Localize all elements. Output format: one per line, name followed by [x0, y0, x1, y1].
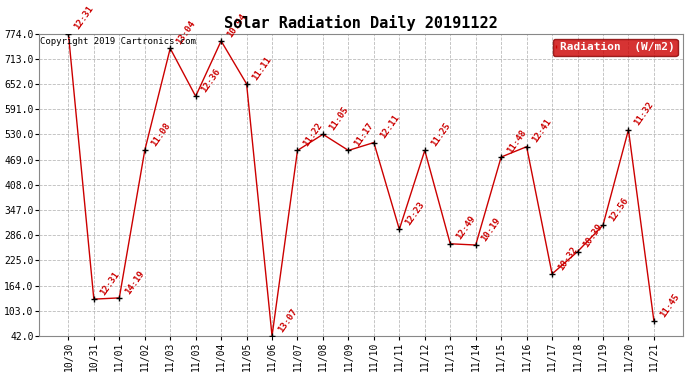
Text: 12:41: 12:41 [531, 117, 553, 144]
Text: 12:23: 12:23 [404, 200, 426, 227]
Text: 11:17: 11:17 [353, 121, 375, 148]
Text: 12:49: 12:49 [455, 214, 477, 242]
Text: 11:25: 11:25 [429, 121, 452, 148]
Text: 13:07: 13:07 [276, 306, 299, 334]
Text: 12:31: 12:31 [98, 270, 121, 297]
Text: 11:22: 11:22 [302, 121, 324, 148]
Text: 14:19: 14:19 [124, 268, 146, 296]
Text: 12:31: 12:31 [72, 4, 95, 32]
Text: 11:08: 11:08 [149, 121, 172, 148]
Text: 11:11: 11:11 [250, 55, 273, 82]
Text: Copyright 2019 Cartronics.com: Copyright 2019 Cartronics.com [40, 36, 196, 45]
Text: 10:39: 10:39 [582, 222, 604, 249]
Text: 11:05: 11:05 [327, 105, 350, 132]
Text: 12:36: 12:36 [200, 67, 223, 94]
Title: Solar Radiation Daily 20191122: Solar Radiation Daily 20191122 [224, 15, 498, 31]
Text: 12:56: 12:56 [607, 196, 630, 223]
Legend: Radiation  (W/m2): Radiation (W/m2) [553, 39, 678, 56]
Text: 11:32: 11:32 [633, 100, 656, 128]
Text: 13:04: 13:04 [175, 19, 197, 46]
Text: 11:48: 11:48 [505, 128, 528, 155]
Text: 11:45: 11:45 [658, 292, 681, 319]
Text: 10:19: 10:19 [480, 216, 502, 243]
Text: 10:54: 10:54 [226, 12, 248, 39]
Text: 12:11: 12:11 [378, 113, 401, 140]
Text: 10:32: 10:32 [556, 244, 579, 272]
